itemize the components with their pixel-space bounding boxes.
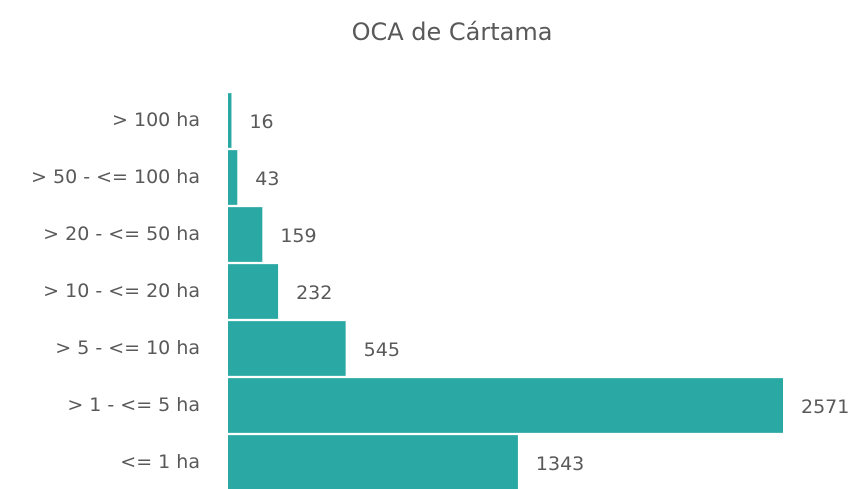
bar xyxy=(228,321,346,376)
value-label: 2571 xyxy=(801,396,849,418)
bar xyxy=(228,378,783,433)
y-tick-label: > 1 - <= 5 ha xyxy=(67,394,200,416)
y-tick-label: > 100 ha xyxy=(112,109,200,131)
y-tick-label: <= 1 ha xyxy=(120,451,200,473)
value-label: 16 xyxy=(249,111,273,133)
value-label: 159 xyxy=(280,225,316,247)
y-tick-label: > 5 - <= 10 ha xyxy=(55,337,200,359)
bar xyxy=(228,207,263,262)
bar xyxy=(228,435,518,489)
chart-title: OCA de Cártama xyxy=(352,18,553,46)
bar xyxy=(228,264,279,319)
value-label: 545 xyxy=(364,339,400,361)
value-label: 43 xyxy=(255,168,279,190)
value-label: 232 xyxy=(296,282,332,304)
y-tick-label: > 20 - <= 50 ha xyxy=(43,223,200,245)
bar xyxy=(228,150,238,205)
bar xyxy=(228,93,232,148)
y-tick-label: > 50 - <= 100 ha xyxy=(31,166,200,188)
y-tick-label: > 10 - <= 20 ha xyxy=(43,280,200,302)
value-label: 1343 xyxy=(536,453,584,475)
